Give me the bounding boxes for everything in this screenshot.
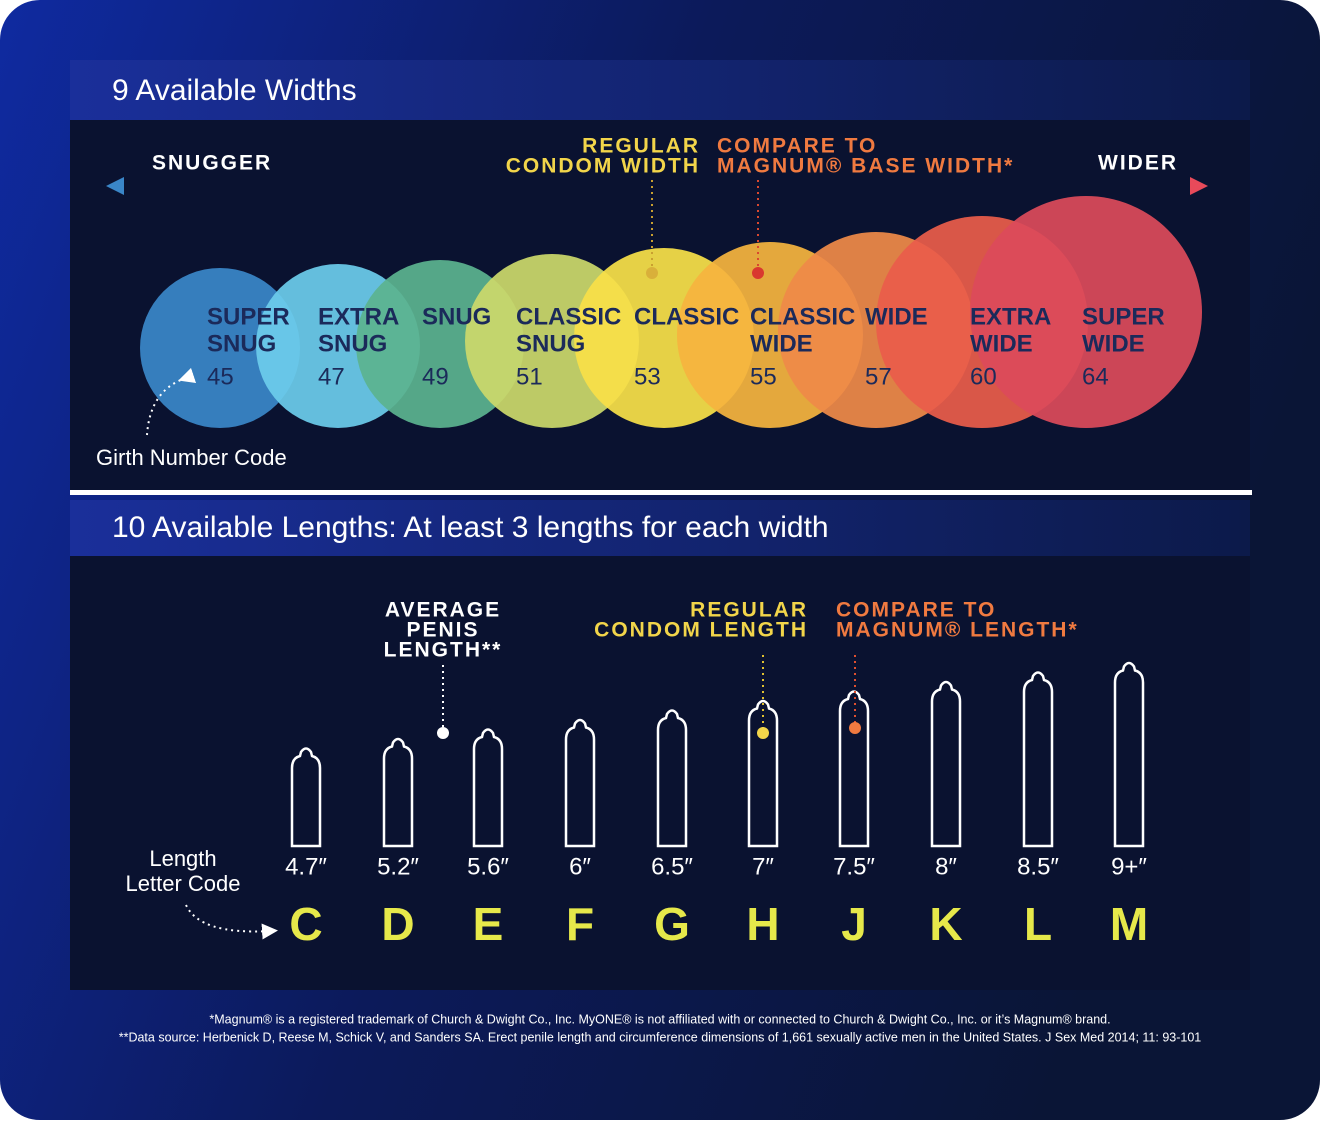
scale-label: SNUGGER xyxy=(152,152,272,175)
code-note: Girth Number Code xyxy=(96,445,287,470)
width-name: SUPER xyxy=(207,303,290,330)
width-circle xyxy=(140,268,300,428)
condom xyxy=(747,699,779,848)
girth-code: 51 xyxy=(516,363,543,390)
width-circle xyxy=(970,196,1202,428)
length-size: 6″ xyxy=(569,853,591,880)
width-name: CLASSIC xyxy=(634,303,739,330)
title-band xyxy=(70,60,1250,120)
note: MAGNUM® LENGTH* xyxy=(836,619,1079,642)
note: CONDOM LENGTH xyxy=(594,619,808,642)
width-name: WIDE xyxy=(1082,330,1145,357)
girth-code: 53 xyxy=(634,363,661,390)
footnote: *Magnum® is a registered trademark of Ch… xyxy=(209,1012,1110,1026)
divider xyxy=(70,490,1252,495)
note: REGULAR xyxy=(690,599,808,622)
condom xyxy=(564,718,596,848)
width-name: SUPER xyxy=(1082,303,1165,330)
girth-code: 47 xyxy=(318,363,345,390)
title-band xyxy=(70,500,1250,556)
condom xyxy=(1113,661,1145,848)
code-pointer xyxy=(146,367,197,436)
note: CONDOM WIDTH xyxy=(506,155,700,178)
length-size: 6.5″ xyxy=(651,853,693,880)
length-size: 4.7″ xyxy=(285,853,327,880)
note: PENIS xyxy=(406,619,479,642)
length-size: 8″ xyxy=(935,853,957,880)
length-letter: M xyxy=(1110,898,1148,950)
length-letter: J xyxy=(841,898,867,950)
note: COMPARE TO xyxy=(836,599,996,622)
pointer-dot xyxy=(646,267,658,279)
length-size: 5.2″ xyxy=(377,853,419,880)
condoms: 4.7″ C 5.2″ D 5.6″ E 6″ F 6.5″ G 7″ H 7.5″ J 8″ K 8.5″ L 9… xyxy=(285,661,1148,950)
girth-code: 55 xyxy=(750,363,777,390)
section-title: 9 Available Widths xyxy=(112,74,357,107)
width-name: SNUG xyxy=(207,330,276,357)
length-letter: G xyxy=(654,898,690,950)
condom xyxy=(1022,671,1054,848)
note: REGULAR xyxy=(582,135,700,158)
girth-code: 57 xyxy=(865,363,892,390)
pointer-dot xyxy=(752,267,764,279)
condom xyxy=(656,709,688,848)
width-name: EXTRA xyxy=(318,303,399,330)
width-name: WIDE xyxy=(970,330,1033,357)
pointer-dot xyxy=(437,727,449,739)
width-name: SNUG xyxy=(318,330,387,357)
scale-label: WIDER xyxy=(1098,152,1178,175)
code-note: Length xyxy=(149,846,216,871)
note: AVERAGE xyxy=(385,599,501,622)
length-letter: H xyxy=(746,898,779,950)
length-letter: D xyxy=(381,898,414,950)
pointer-dot xyxy=(849,722,861,734)
code-note: Letter Code xyxy=(126,871,241,896)
footnote: **Data source: Herbenick D, Reese M, Sch… xyxy=(119,1030,1202,1044)
arrow-head xyxy=(1190,177,1208,195)
circles: SUPERSNUG45EXTRASNUG47SNUG49CLASSICSNUG5… xyxy=(140,196,1202,428)
width-name: EXTRA xyxy=(970,303,1051,330)
condom xyxy=(382,737,414,848)
length-letter: E xyxy=(473,898,504,950)
condom xyxy=(930,680,962,848)
lengths-panel xyxy=(70,556,1250,990)
width-name: WIDE xyxy=(865,303,928,330)
width-name: SNUG xyxy=(516,330,585,357)
note: COMPARE TO xyxy=(717,135,877,158)
length-size: 5.6″ xyxy=(467,853,509,880)
width-name: WIDE xyxy=(750,330,813,357)
girth-code: 49 xyxy=(422,363,449,390)
width-name: SNUG xyxy=(422,303,491,330)
code-pointer xyxy=(185,904,278,940)
section-title: 10 Available Lengths: At least 3 lengths… xyxy=(112,511,829,544)
length-size: 7.5″ xyxy=(833,853,875,880)
condom xyxy=(290,747,322,848)
length-size: 9+″ xyxy=(1111,853,1147,880)
girth-code: 64 xyxy=(1082,363,1109,390)
length-letter: C xyxy=(289,898,322,950)
pointer-dot xyxy=(757,727,769,739)
length-letter: F xyxy=(566,898,594,950)
condom xyxy=(472,728,504,848)
arrow-head xyxy=(106,177,124,195)
length-letter: L xyxy=(1024,898,1052,950)
width-name: CLASSIC xyxy=(516,303,621,330)
note: MAGNUM® BASE WIDTH* xyxy=(717,155,1014,178)
length-letter: K xyxy=(929,898,962,950)
girth-code: 60 xyxy=(970,363,997,390)
width-name: CLASSIC xyxy=(750,303,855,330)
note: LENGTH** xyxy=(384,639,503,662)
length-size: 8.5″ xyxy=(1017,853,1059,880)
length-size: 7″ xyxy=(752,853,774,880)
girth-code: 45 xyxy=(207,363,234,390)
